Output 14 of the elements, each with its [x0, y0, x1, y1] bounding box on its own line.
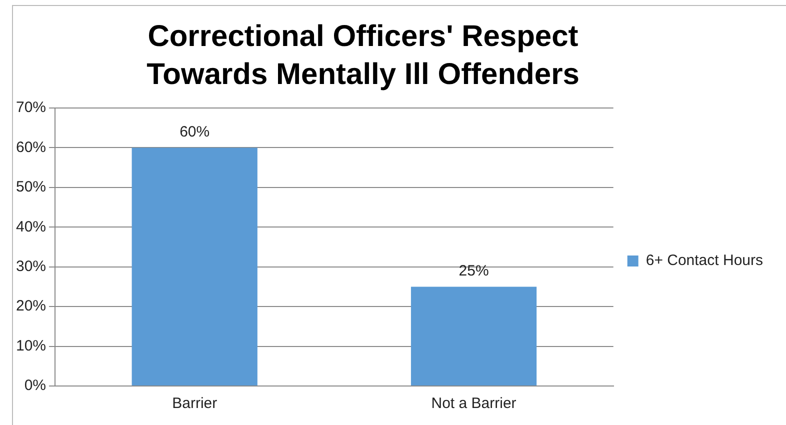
y-tick-label: 30%	[16, 258, 46, 275]
y-tick-label: 10%	[16, 337, 46, 354]
data-label: 25%	[458, 262, 489, 280]
x-tick-label: Not a Barrier	[431, 395, 516, 412]
y-tick-label: 60%	[16, 138, 46, 156]
data-label: 60%	[180, 123, 210, 140]
y-tick-label: 20%	[16, 298, 46, 315]
x-tick-label: Barrier	[172, 395, 218, 412]
y-tick-label: 70%	[16, 99, 46, 116]
legend-label: 6+ Contact Hours	[646, 252, 764, 270]
y-tick-label: 50%	[16, 178, 46, 196]
y-tick-label: 0%	[24, 377, 46, 394]
chart-title: Correctional Officers' Respect Towards Mentally Ill Offenders	[146, 19, 580, 93]
y-tick-label: 40%	[16, 218, 46, 236]
